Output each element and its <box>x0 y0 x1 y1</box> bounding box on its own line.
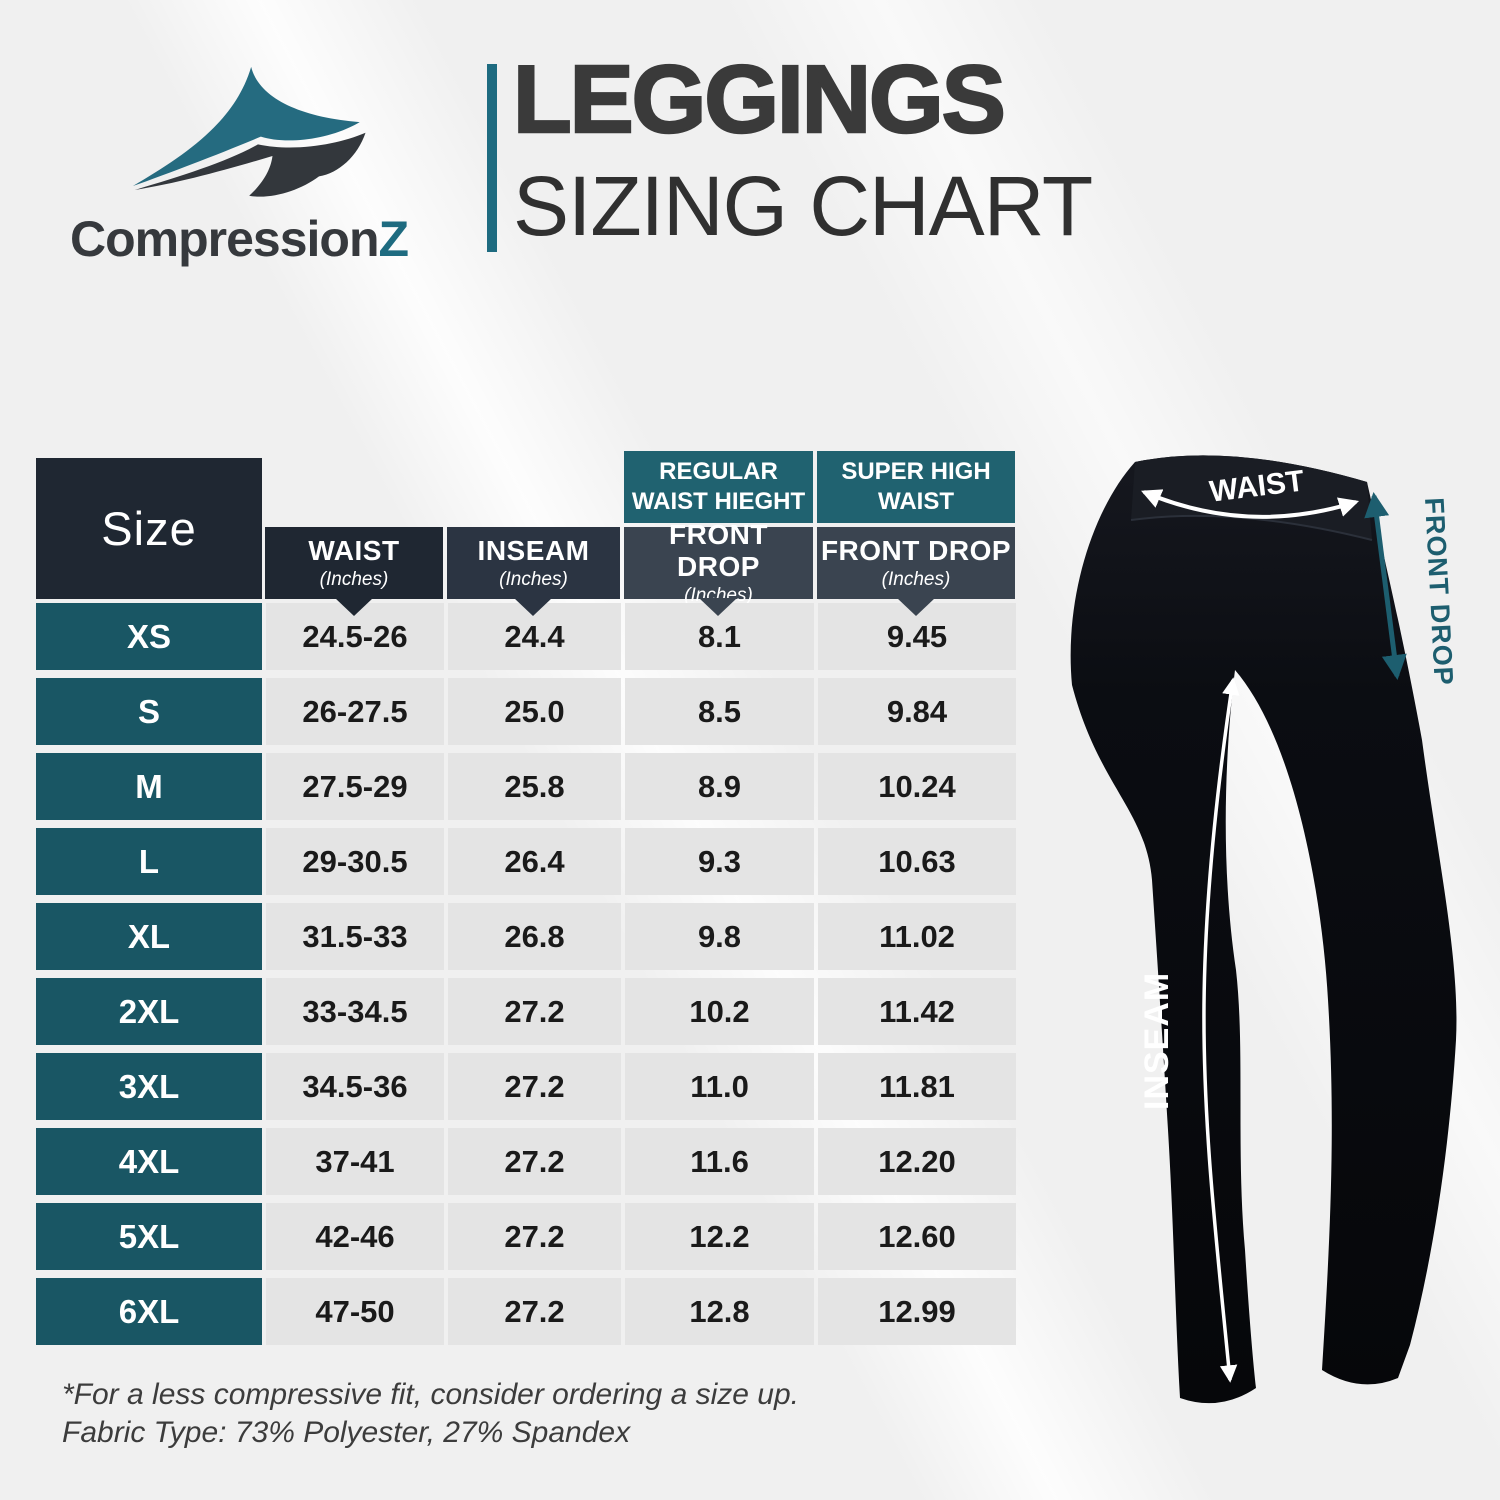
table-row: M 27.5-29 25.8 8.9 10.24 <box>36 753 1016 820</box>
inseam-cell: 27.2 <box>448 1278 621 1345</box>
front-drop-regular-cell: 11.6 <box>625 1128 814 1195</box>
column-header-unit: (Inches) <box>499 569 568 590</box>
front-drop-arrow-icon <box>1364 492 1407 680</box>
size-cell: M <box>36 753 262 820</box>
leggings-photo: WAIST FRONT DROP INSEAM <box>1070 455 1459 1404</box>
column-header-front-drop-super: FRONT DROP (Inches) <box>817 527 1015 599</box>
front-drop-regular-cell: 8.9 <box>625 753 814 820</box>
size-cell: S <box>36 678 262 745</box>
waist-cell: 34.5-36 <box>266 1053 444 1120</box>
front-drop-regular-cell: 10.2 <box>625 978 814 1045</box>
inseam-cell: 25.8 <box>448 753 621 820</box>
waist-cell: 33-34.5 <box>266 978 444 1045</box>
header-pointer-icon <box>897 598 935 616</box>
footnote-fabric: Fabric Type: 73% Polyester, 27% Spandex <box>62 1416 631 1449</box>
page-subtitle: SIZING CHART <box>513 159 1093 253</box>
footnote-fit: *For a less compressive fit, consider or… <box>62 1378 799 1411</box>
size-cell: XS <box>36 603 262 670</box>
inseam-label: INSEAM <box>1138 972 1176 1110</box>
table-row: XL 31.5-33 26.8 9.8 11.02 <box>36 903 1016 970</box>
inseam-cell: 26.8 <box>448 903 621 970</box>
inseam-cell: 27.2 <box>448 1203 621 1270</box>
column-header-label: WAIST <box>308 535 400 566</box>
inseam-cell: 27.2 <box>448 1128 621 1195</box>
size-cell: 4XL <box>36 1128 262 1195</box>
table-row: 6XL 47-50 27.2 12.8 12.99 <box>36 1278 1016 1345</box>
waist-cell: 42-46 <box>266 1203 444 1270</box>
inseam-cell: 27.2 <box>448 1053 621 1120</box>
inseam-cell: 26.4 <box>448 828 621 895</box>
size-column-header: Size <box>36 458 262 599</box>
column-header-inseam: INSEAM (Inches) <box>447 527 620 599</box>
waist-cell: 26-27.5 <box>266 678 444 745</box>
size-cell: XL <box>36 903 262 970</box>
front-drop-regular-cell: 9.8 <box>625 903 814 970</box>
logo-wordmark-main: Compression <box>70 211 380 267</box>
inseam-cell: 27.2 <box>448 978 621 1045</box>
group-header-line: WAIST HIEGHT <box>631 488 806 515</box>
logo-swoosh-icon <box>132 66 366 197</box>
waist-cell: 31.5-33 <box>266 903 444 970</box>
table-row: S 26-27.5 25.0 8.5 9.84 <box>36 678 1016 745</box>
size-cell: 5XL <box>36 1203 262 1270</box>
group-header-line: SUPER HIGH <box>841 458 991 485</box>
front-drop-super-cell: 11.81 <box>818 1053 1016 1120</box>
front-drop-regular-cell: 8.5 <box>625 678 814 745</box>
front-drop-super-cell: 9.84 <box>818 678 1016 745</box>
front-drop-regular-cell: 9.3 <box>625 828 814 895</box>
waist-cell: 29-30.5 <box>266 828 444 895</box>
size-column-header-label: Size <box>101 502 197 555</box>
column-header-label: FRONT DROP <box>820 535 1012 566</box>
title-divider <box>487 64 497 252</box>
leggings-silhouette <box>1070 455 1457 1404</box>
front-drop-super-cell: 11.42 <box>818 978 1016 1045</box>
table-rows: XS 24.5-26 24.4 8.1 9.45 S 26-27.5 25.0 … <box>36 603 1016 1345</box>
header-pointer-icon <box>699 598 737 616</box>
front-drop-super-cell: 12.20 <box>818 1128 1016 1195</box>
inseam-arrow-icon <box>1202 677 1240 1383</box>
waist-cell: 37-41 <box>266 1128 444 1195</box>
table-row: 3XL 34.5-36 27.2 11.0 11.81 <box>36 1053 1016 1120</box>
table-row: L 29-30.5 26.4 9.3 10.63 <box>36 828 1016 895</box>
group-header-line: REGULAR <box>659 458 778 485</box>
table-row: XS 24.5-26 24.4 8.1 9.45 <box>36 603 1016 670</box>
column-header-waist: WAIST (Inches) <box>265 527 443 599</box>
front-drop-regular-cell: 12.8 <box>625 1278 814 1345</box>
table-row: 2XL 33-34.5 27.2 10.2 11.42 <box>36 978 1016 1045</box>
table-row: 5XL 42-46 27.2 12.2 12.60 <box>36 1203 1016 1270</box>
front-drop-super-cell: 10.63 <box>818 828 1016 895</box>
header-pointer-icon <box>514 598 552 616</box>
page-title: LEGGINGS <box>512 46 1007 153</box>
front-drop-regular-cell: 11.0 <box>625 1053 814 1120</box>
waist-arrow-icon <box>1141 489 1360 519</box>
group-header-line: WAIST <box>878 488 954 515</box>
column-header-front-drop-regular: FRONT DROP (Inches) <box>624 519 813 606</box>
group-header-super-high-waist: SUPER HIGH WAIST <box>817 451 1015 523</box>
table-row: 4XL 37-41 27.2 11.6 12.20 <box>36 1128 1016 1195</box>
waist-cell: 47-50 <box>266 1278 444 1345</box>
column-header-label: INSEAM <box>477 535 590 566</box>
size-cell: L <box>36 828 262 895</box>
front-drop-super-cell: 12.60 <box>818 1203 1016 1270</box>
logo-wordmark-z: Z <box>378 211 410 267</box>
logo-wordmark: CompressionZ <box>70 210 500 268</box>
size-cell: 3XL <box>36 1053 262 1120</box>
column-header-label: FRONT DROP <box>669 519 768 582</box>
header-pointer-icon <box>335 598 373 616</box>
front-drop-super-cell: 11.02 <box>818 903 1016 970</box>
size-cell: 2XL <box>36 978 262 1045</box>
front-drop-label: FRONT DROP <box>1419 497 1459 687</box>
front-drop-super-cell: 10.24 <box>818 753 1016 820</box>
front-drop-super-cell: 12.99 <box>818 1278 1016 1345</box>
column-header-unit: (Inches) <box>881 569 951 590</box>
front-drop-regular-cell: 12.2 <box>625 1203 814 1270</box>
group-header-regular-waist-height: REGULAR WAIST HIEGHT <box>624 451 813 523</box>
inseam-cell: 25.0 <box>448 678 621 745</box>
column-header-unit: (Inches) <box>319 569 389 590</box>
waist-cell: 27.5-29 <box>266 753 444 820</box>
size-cell: 6XL <box>36 1278 262 1345</box>
